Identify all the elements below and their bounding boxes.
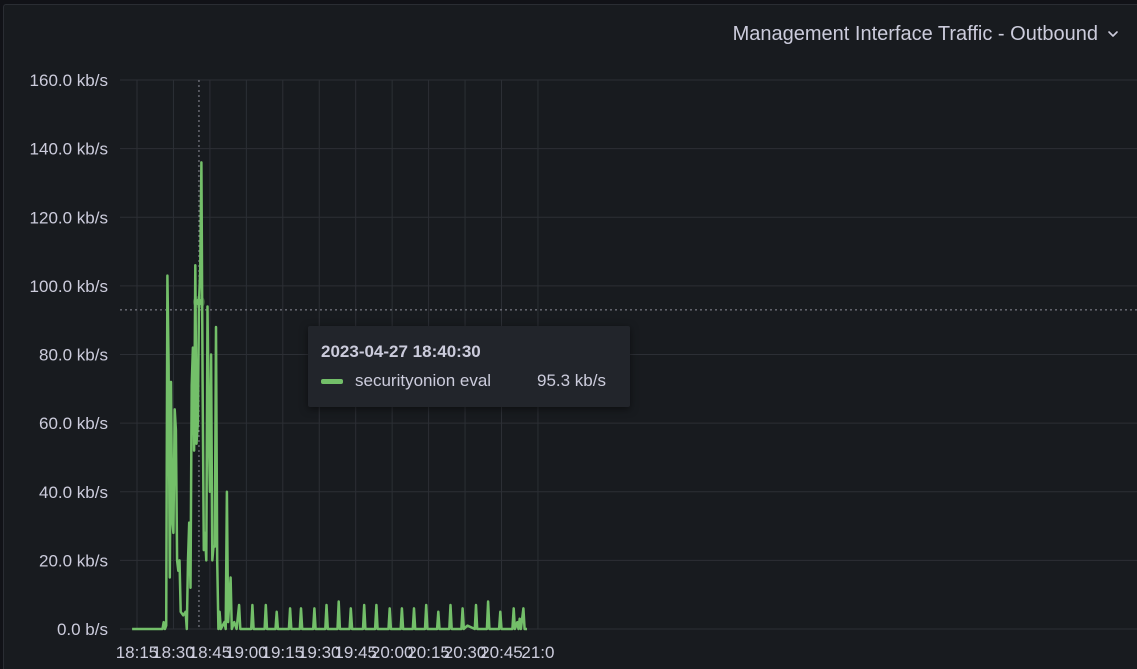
x-tick-label: 20:30: [444, 643, 487, 662]
x-tick-label: 21:0: [521, 643, 554, 662]
x-tick-label: 18:15: [116, 643, 159, 662]
y-tick-label: 60.0 kb/s: [39, 414, 108, 433]
y-tick-label: 160.0 kb/s: [30, 71, 108, 90]
x-tick-label: 20:45: [480, 643, 523, 662]
y-tick-label: 140.0 kb/s: [30, 140, 108, 159]
tooltip-series-swatch: [321, 378, 343, 384]
panel-header[interactable]: Management Interface Traffic - Outbound: [733, 21, 1120, 47]
chevron-down-icon[interactable]: [1106, 27, 1120, 41]
x-tick-label: 19:15: [262, 643, 305, 662]
y-tick-label: 120.0 kb/s: [30, 208, 108, 227]
y-tick-label: 80.0 kb/s: [39, 346, 108, 365]
x-tick-label: 19:00: [225, 643, 268, 662]
tooltip: 2023-04-27 18:40:30 securityonion eval 9…: [308, 326, 630, 407]
tooltip-time: 2023-04-27 18:40:30: [321, 342, 481, 361]
tooltip-row: securityonion eval 95.3 kb/s: [321, 371, 606, 391]
x-tick-label: 18:30: [152, 643, 195, 662]
y-tick-label: 20.0 kb/s: [39, 551, 108, 570]
panel-title[interactable]: Management Interface Traffic - Outbound: [732, 22, 1098, 45]
y-tick-label: 40.0 kb/s: [39, 483, 108, 502]
y-tick-label: 100.0 kb/s: [30, 277, 108, 296]
x-tick-label: 19:45: [334, 643, 377, 662]
series-line[interactable]: [132, 161, 527, 631]
x-tick-label: 19:30: [298, 643, 341, 662]
x-tick-label: 20:00: [371, 643, 414, 662]
x-tick-label: 18:45: [189, 643, 232, 662]
y-tick-label: 0.0 b/s: [57, 620, 108, 639]
tooltip-series-name: securityonion eval: [355, 371, 492, 390]
tooltip-value: 95.3 kb/s: [537, 371, 606, 390]
x-tick-label: 20:15: [407, 643, 450, 662]
hover-point: [195, 298, 203, 306]
